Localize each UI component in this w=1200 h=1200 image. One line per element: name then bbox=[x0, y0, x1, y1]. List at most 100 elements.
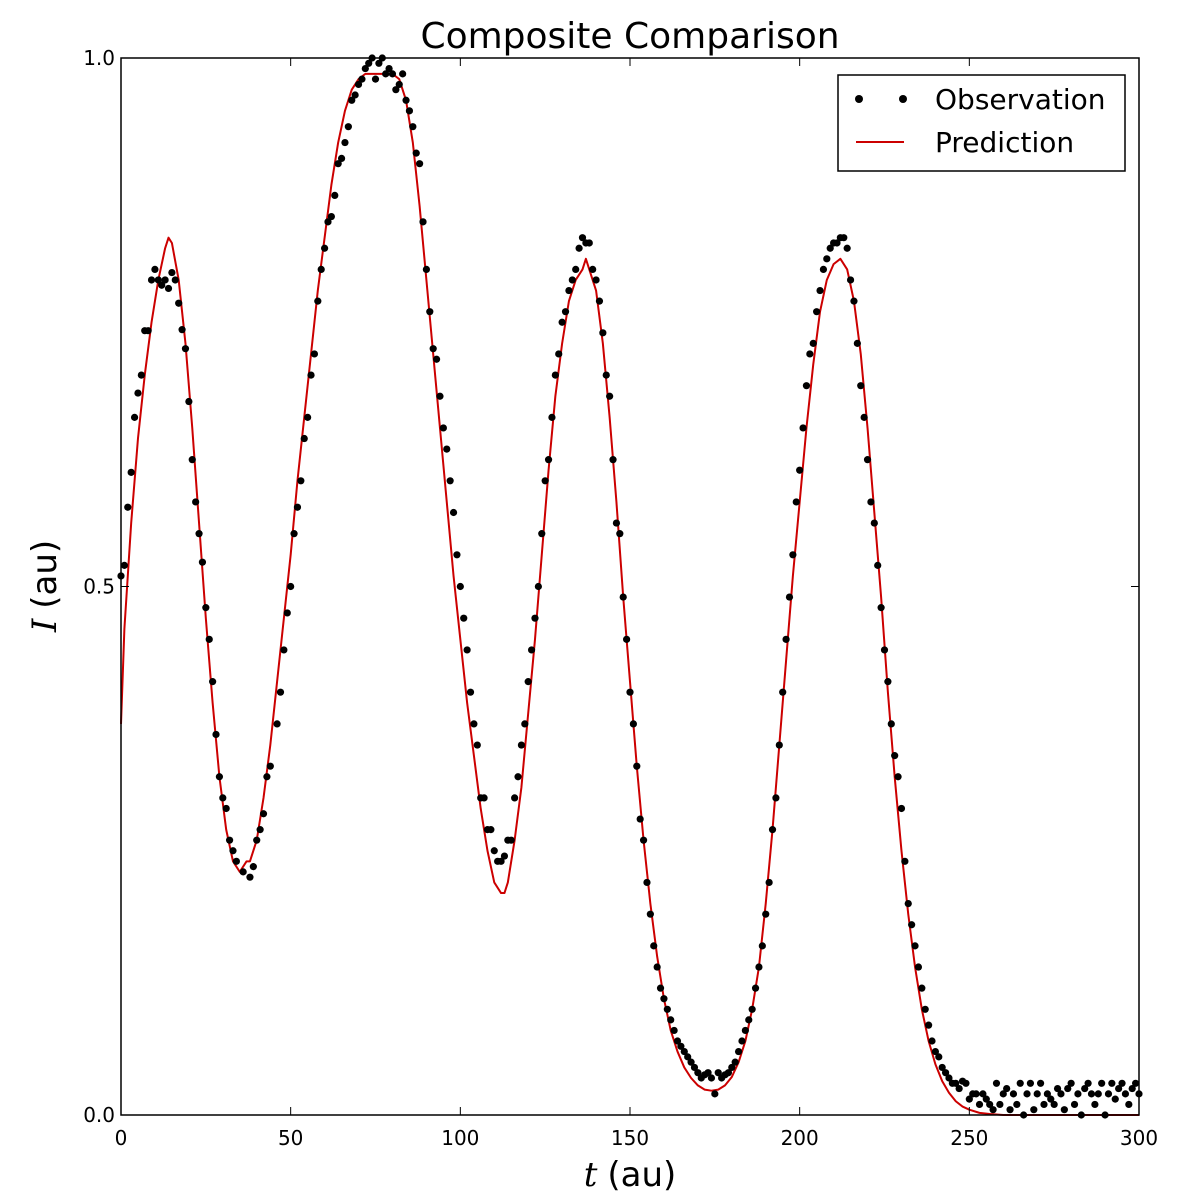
observation-point-118 bbox=[527, 646, 536, 654]
observation-point-165 bbox=[687, 1058, 695, 1066]
observation-point-189 bbox=[768, 826, 777, 834]
observation-point-143 bbox=[612, 519, 621, 527]
observation-point-68 bbox=[358, 75, 366, 83]
observation-point-2 bbox=[124, 503, 132, 511]
observation-point-91 bbox=[436, 392, 444, 400]
plot-background bbox=[121, 58, 1139, 1115]
observation-point-26 bbox=[205, 635, 213, 643]
observation-point-149 bbox=[633, 762, 641, 770]
observation-point-150 bbox=[636, 815, 644, 823]
observation-point-120 bbox=[534, 582, 542, 591]
observation-point-138 bbox=[595, 297, 604, 305]
observation-point-289 bbox=[1108, 1079, 1116, 1087]
observation-point-112 bbox=[507, 836, 515, 844]
observation-point-176 bbox=[724, 1069, 733, 1077]
observation-point-296 bbox=[1132, 1079, 1140, 1087]
observation-point-147 bbox=[626, 688, 634, 696]
observation-point-247 bbox=[965, 1095, 973, 1103]
observation-point-268 bbox=[1036, 1079, 1045, 1087]
observation-point-22 bbox=[192, 498, 200, 506]
y-tick-label-0: 0.0 bbox=[83, 1103, 115, 1127]
observation-point-239 bbox=[938, 1063, 946, 1072]
observation-point-98 bbox=[460, 614, 468, 622]
observation-point-12 bbox=[158, 281, 166, 289]
observation-point-36 bbox=[246, 873, 254, 881]
observation-point-95 bbox=[449, 508, 458, 517]
observation-point-125 bbox=[551, 371, 559, 379]
observation-point-285 bbox=[1094, 1090, 1102, 1098]
observation-point-192 bbox=[779, 688, 787, 696]
observation-point-238 bbox=[935, 1053, 943, 1061]
observation-point-152 bbox=[643, 878, 651, 887]
observation-point-269 bbox=[1040, 1100, 1048, 1109]
observation-point-217 bbox=[863, 456, 872, 464]
observation-point-16 bbox=[171, 276, 179, 284]
observation-point-60 bbox=[331, 191, 339, 200]
observation-point-142 bbox=[609, 456, 617, 464]
observation-point-117 bbox=[524, 678, 532, 686]
observation-point-21 bbox=[188, 456, 196, 464]
observation-point-110 bbox=[500, 852, 509, 860]
observation-point-135 bbox=[585, 239, 593, 247]
observation-point-116 bbox=[521, 720, 529, 728]
observation-point-208 bbox=[833, 239, 841, 247]
observation-point-81 bbox=[402, 96, 410, 104]
observation-point-24 bbox=[198, 558, 207, 566]
observation-point-83 bbox=[409, 123, 417, 131]
observation-point-178 bbox=[731, 1058, 739, 1066]
observation-point-144 bbox=[616, 530, 624, 538]
observation-point-30 bbox=[219, 794, 227, 802]
legend: Observation Prediction bbox=[837, 74, 1126, 172]
observation-point-256 bbox=[996, 1100, 1004, 1109]
observation-point-57 bbox=[321, 244, 329, 252]
observation-point-230 bbox=[908, 921, 916, 929]
observation-point-222 bbox=[880, 646, 889, 654]
observation-point-130 bbox=[568, 276, 576, 284]
observation-point-157 bbox=[660, 995, 668, 1003]
observation-point-215 bbox=[857, 382, 865, 390]
observation-point-62 bbox=[337, 154, 346, 163]
observation-point-80 bbox=[399, 70, 407, 78]
x-axis-unit: (au) bbox=[607, 1155, 676, 1195]
observation-point-267 bbox=[1033, 1090, 1041, 1098]
observation-point-128 bbox=[561, 308, 570, 316]
observation-point-109 bbox=[497, 857, 505, 865]
observation-point-210 bbox=[840, 234, 848, 242]
observation-point-23 bbox=[195, 530, 203, 538]
observation-point-136 bbox=[589, 265, 597, 273]
observation-point-69 bbox=[361, 64, 369, 73]
observation-point-42 bbox=[266, 762, 274, 770]
observation-point-139 bbox=[599, 329, 607, 337]
observation-point-1 bbox=[120, 561, 128, 569]
observation-point-179 bbox=[734, 1047, 743, 1056]
observation-point-214 bbox=[853, 339, 861, 347]
observation-point-187 bbox=[762, 910, 770, 918]
observation-point-199 bbox=[802, 382, 811, 390]
observation-point-48 bbox=[290, 530, 298, 538]
observation-point-137 bbox=[592, 276, 600, 284]
observation-point-283 bbox=[1087, 1090, 1096, 1098]
observation-point-279 bbox=[1074, 1090, 1082, 1098]
observation-point-277 bbox=[1067, 1079, 1075, 1087]
observation-point-59 bbox=[327, 212, 335, 221]
observation-point-225 bbox=[891, 752, 899, 760]
legend-observation-marker-left bbox=[855, 95, 863, 103]
x-tick-labels: 0 50 100 150 200 250 300 bbox=[115, 1126, 1158, 1150]
observation-point-284 bbox=[1091, 1100, 1099, 1109]
observation-point-129 bbox=[565, 286, 573, 295]
x-tick-label-3: 150 bbox=[611, 1126, 649, 1150]
observation-point-18 bbox=[178, 326, 186, 334]
observation-point-19 bbox=[181, 345, 190, 353]
observation-point-127 bbox=[558, 318, 566, 326]
observation-point-67 bbox=[354, 80, 363, 89]
observation-point-293 bbox=[1121, 1090, 1130, 1098]
observation-point-252 bbox=[982, 1095, 990, 1103]
observation-point-196 bbox=[792, 498, 800, 506]
observation-point-188 bbox=[765, 878, 773, 887]
observation-point-290 bbox=[1111, 1095, 1119, 1103]
observation-point-40 bbox=[259, 810, 268, 818]
observation-point-229 bbox=[904, 900, 912, 908]
observation-point-224 bbox=[887, 720, 895, 728]
observation-point-219 bbox=[870, 519, 878, 527]
